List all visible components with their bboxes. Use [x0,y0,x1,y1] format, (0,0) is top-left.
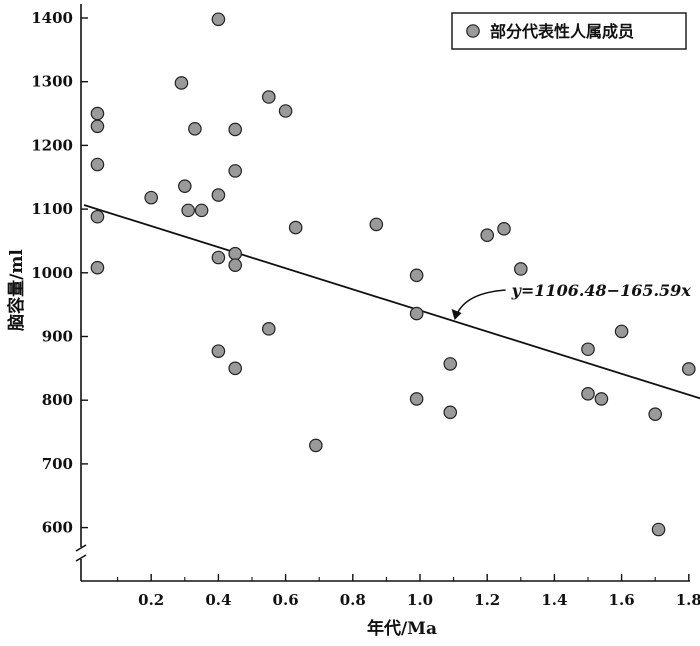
annotation-arrow [455,289,506,316]
data-point [174,76,189,90]
data-point [581,387,595,401]
data-point [288,220,303,235]
data-point [90,119,105,134]
y-axis-title: 脑容量/ml [6,249,27,331]
data-point [211,250,226,265]
ticks: 600 700 800 900 1000 1100 1200 1300 1400 0.2 0.4 0.… [31,9,700,609]
data-point [90,260,105,275]
data-point [211,12,226,27]
data-point [409,392,424,406]
data-point [594,392,609,406]
data-point [409,268,424,283]
y-tick-label: 800 [42,391,73,409]
x-tick-label: 1.6 [609,591,635,609]
data-point [188,122,202,136]
data-point [90,106,105,121]
x-tick-label: 0.2 [138,591,164,609]
y-tick-label: 1400 [31,9,73,27]
data-point [648,407,662,422]
x-tick-label: 0.6 [273,591,299,609]
data-point [278,104,293,118]
data-point [178,179,192,193]
annotation-arrowhead [451,309,462,321]
data-point [409,306,424,321]
axis-break-mark [75,544,87,552]
regression-line-group [83,204,700,400]
data-point [211,344,226,358]
data-point [497,222,511,236]
data-point [513,262,528,276]
x-tick-label: 1.2 [474,591,500,609]
data-point [181,203,195,218]
legend-box [451,12,687,50]
x-tick-label: 1.4 [541,591,567,609]
y-tick-label: 1000 [31,264,73,282]
data-point [194,203,209,218]
data-points [90,12,696,537]
regression-line [83,204,700,400]
x-axis-title: 年代/Ma [367,618,437,639]
legend: 部分代表性人属成员 [451,12,687,50]
data-point [144,190,158,205]
data-point [211,188,226,202]
y-tick-label: 900 [42,328,73,346]
data-point [90,209,105,224]
data-point [228,246,242,261]
data-point [90,157,105,172]
x-tick-label: 1.8 [676,591,700,609]
data-point [228,122,242,137]
data-point [443,405,458,420]
data-point [681,362,696,376]
data-point [261,322,276,336]
legend-marker [466,24,480,38]
y-tick-label: 700 [42,455,73,473]
data-point [581,342,595,357]
data-point [228,258,242,272]
axis-break-mark [75,554,87,562]
data-point [261,90,276,104]
data-point [369,217,384,232]
x-tick-label: 0.4 [205,591,231,609]
data-point [228,164,242,178]
data-point [443,357,458,371]
legend-label: 部分代表性人属成员 [490,22,634,41]
data-point [228,361,242,376]
data-point [614,324,629,339]
x-tick-label: 0.8 [340,591,366,609]
y-tick-label: 1200 [31,136,73,154]
y-tick-label: 1100 [31,200,73,218]
y-tick-label: 600 [42,519,73,537]
y-tick-label: 1300 [31,73,73,91]
data-point [651,522,666,537]
x-tick-label: 1.0 [407,591,433,609]
regression-equation: y=1106.48−165.59x [511,281,692,300]
data-point [309,438,323,453]
annotation: y=1106.48−165.59x [451,281,692,321]
data-point [480,228,494,243]
